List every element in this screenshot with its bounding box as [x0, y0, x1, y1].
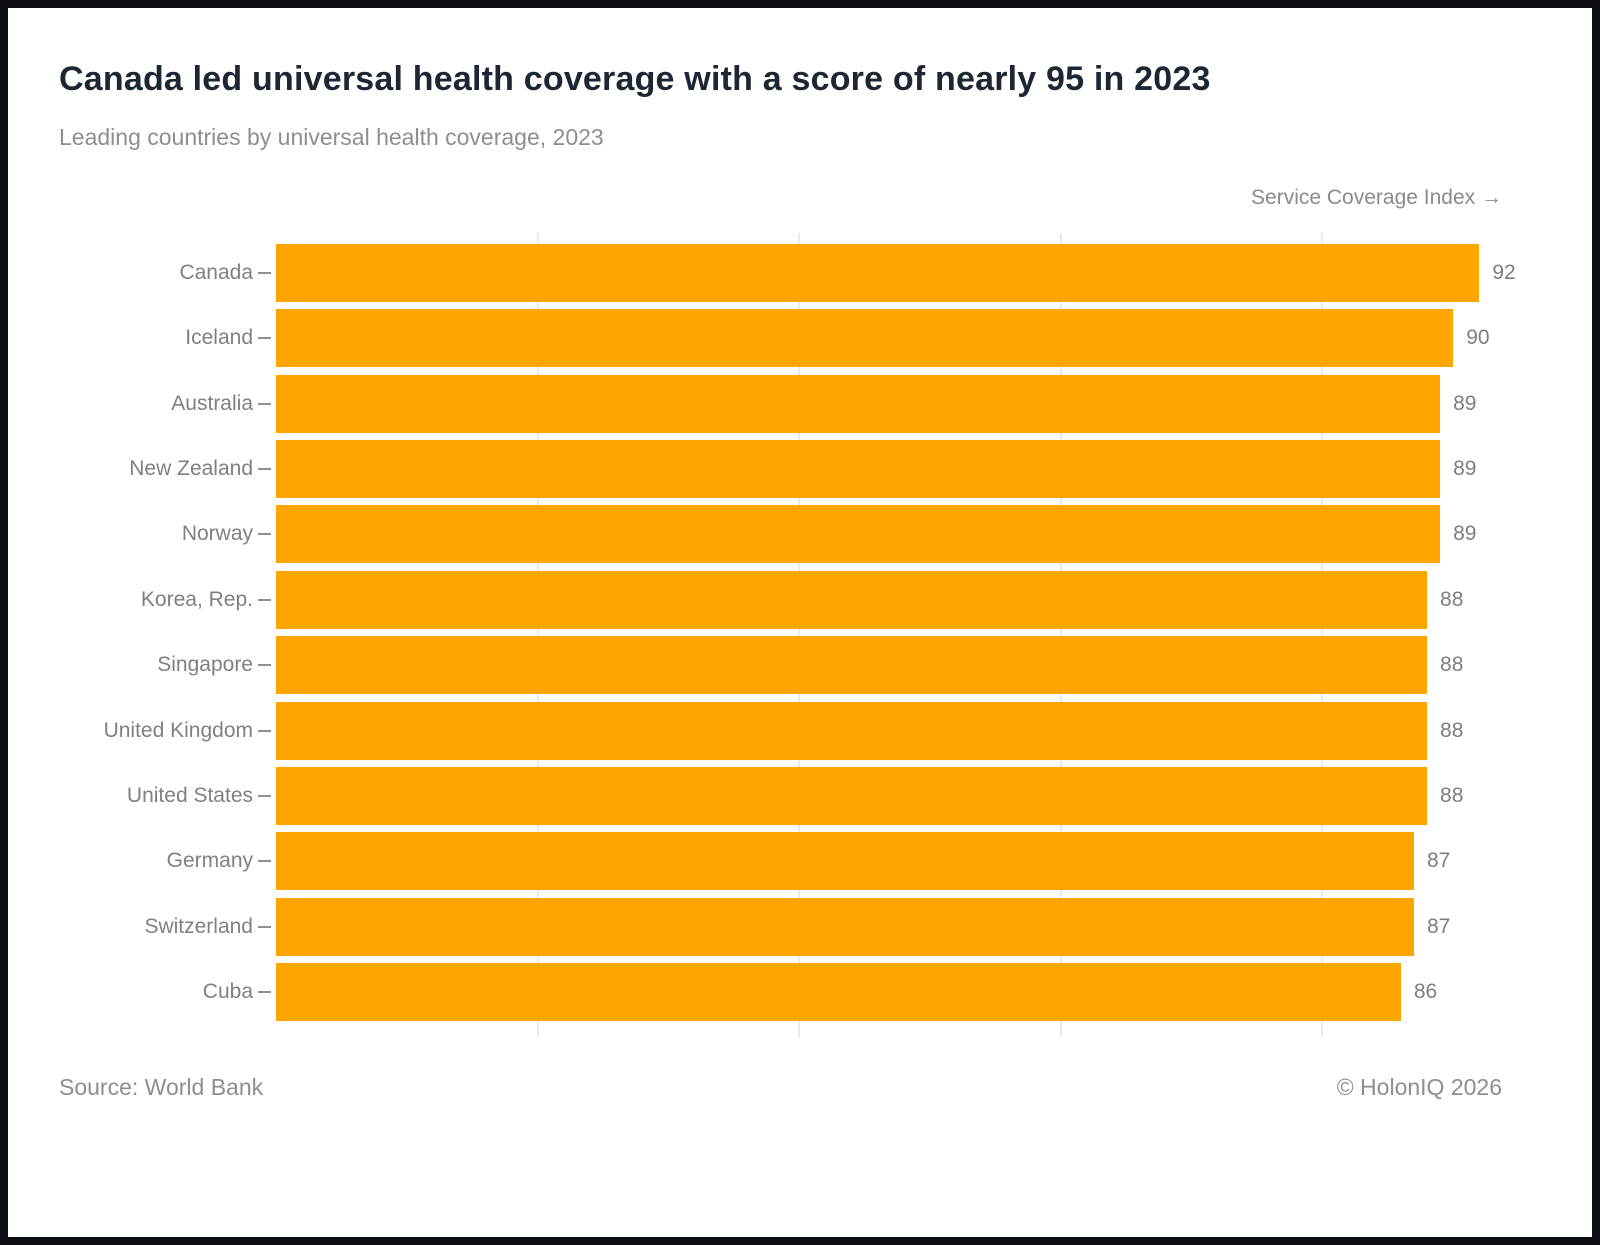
bar-row: Cuba 86 [8, 962, 1592, 1021]
axis-tick [258, 598, 271, 601]
bar-row: Canada 92 [8, 244, 1592, 302]
source-note: Source: World Bank [59, 1074, 264, 1100]
bar-row: Singapore 88 [8, 636, 1592, 695]
category-label: United Kingdom [103, 718, 253, 742]
bar-row: New Zealand 89 [8, 440, 1592, 499]
bar-value: 88 [1440, 653, 1464, 677]
x-gridline [1059, 233, 1062, 1037]
bar-value: 90 [1466, 326, 1490, 350]
axis-tick [258, 925, 271, 928]
axis-tick [258, 664, 271, 667]
chart-subtitle: Leading countries by universal health co… [59, 124, 604, 150]
bar [276, 374, 1441, 433]
category-label: Singapore [157, 653, 253, 677]
x-gridline [1321, 233, 1324, 1037]
plot-area: Canada 92 Iceland 90 Australia 89 New Zealand 8… [8, 233, 1592, 1037]
x-gridline [798, 233, 801, 1037]
bar [276, 244, 1480, 302]
bar [276, 440, 1441, 499]
bar [276, 962, 1401, 1021]
bar [276, 766, 1428, 825]
bar [276, 505, 1441, 564]
bar-row: Switzerland 87 [8, 897, 1592, 956]
bar-row: Iceland 90 [8, 309, 1592, 368]
axis-tick [258, 794, 271, 797]
bar [276, 570, 1428, 629]
bar-value: 88 [1440, 718, 1464, 742]
x-axis-title: Service Coverage Index → [1251, 186, 1502, 209]
category-label: Cuba [202, 979, 253, 1003]
bar [276, 897, 1414, 956]
bar-row: United Kingdom 88 [8, 701, 1592, 760]
bar-value: 88 [1440, 587, 1464, 611]
bar-value: 89 [1453, 522, 1477, 546]
bar-value: 87 [1426, 914, 1451, 938]
axis-tick [258, 468, 271, 471]
axis-tick [258, 729, 271, 732]
bar-value: 89 [1453, 391, 1477, 415]
chart-title: Canada led universal health coverage wit… [59, 60, 1211, 98]
category-label: Korea, Rep. [140, 587, 253, 611]
axis-tick [258, 402, 271, 405]
bar-row: Norway 89 [8, 505, 1592, 564]
bar [276, 309, 1454, 368]
bar-value: 89 [1453, 457, 1477, 481]
bar-value: 88 [1440, 783, 1464, 807]
bar-value: 86 [1413, 979, 1438, 1003]
bar-row: Korea, Rep. 88 [8, 570, 1592, 629]
category-label: Iceland [185, 326, 253, 350]
category-label: New Zealand [129, 457, 253, 481]
bar-row: United States 88 [8, 766, 1592, 825]
axis-tick [258, 272, 271, 274]
category-label: Germany [166, 849, 253, 873]
category-label: Norway [181, 522, 253, 546]
axis-tick [258, 337, 271, 340]
x-gridline [536, 233, 539, 1037]
category-label: United States [126, 783, 253, 807]
axis-tick [258, 990, 271, 993]
category-label: Canada [179, 261, 253, 284]
bar-value: 92 [1492, 261, 1516, 284]
bar [276, 832, 1414, 891]
bar [276, 636, 1428, 695]
bar-value: 87 [1426, 849, 1451, 873]
bar [276, 701, 1428, 760]
bar-row: Germany 87 [8, 832, 1592, 891]
category-label: Australia [171, 391, 253, 415]
axis-tick [258, 860, 271, 863]
category-label: Switzerland [144, 914, 253, 938]
copyright-note: © HolonIQ 2026 [1336, 1074, 1502, 1100]
axis-tick [258, 533, 271, 536]
chart-canvas: Canada led universal health coverage wit… [8, 8, 1592, 1237]
bar-row: Australia 89 [8, 374, 1592, 433]
